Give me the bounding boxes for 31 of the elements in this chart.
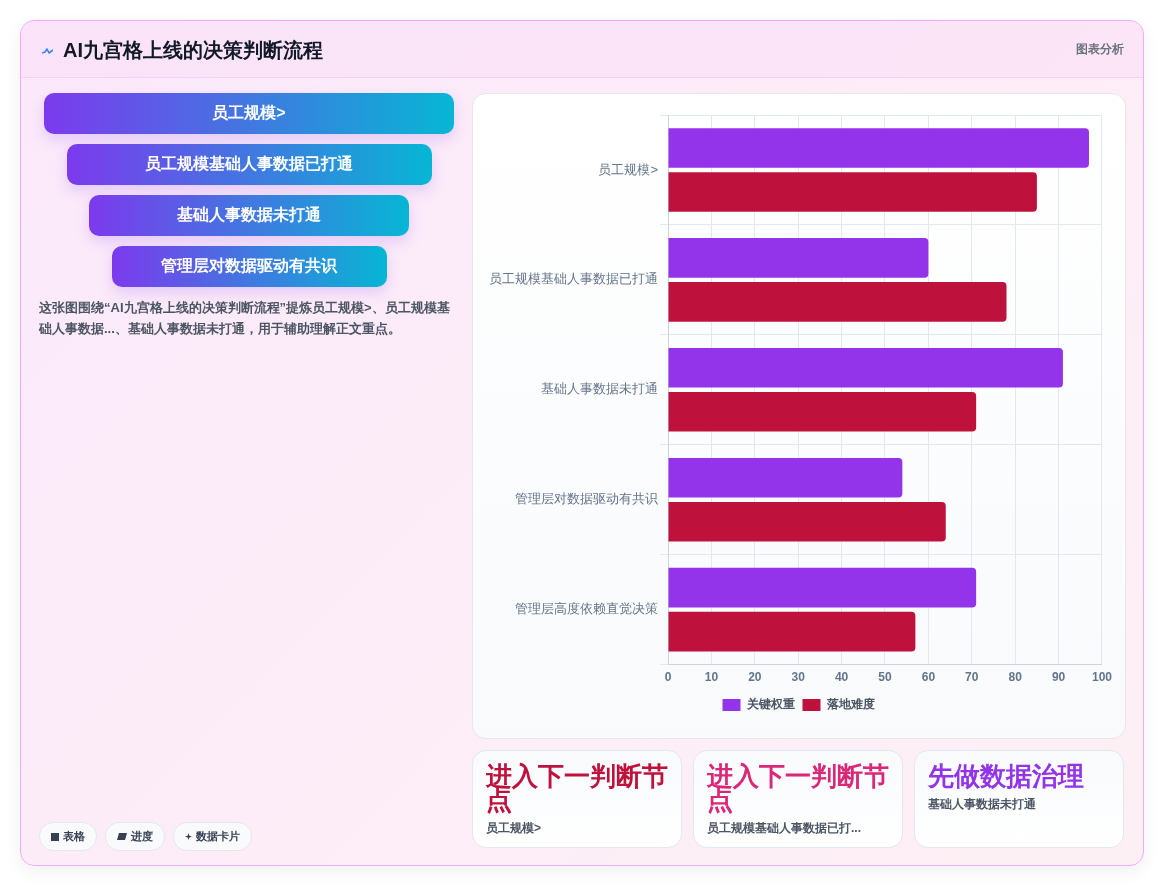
text: 员工规模基础人事数据已打... <box>707 820 862 836</box>
x-tick-label: 30 <box>791 670 806 685</box>
text: 图表分析 <box>1076 41 1124 58</box>
text: AI九宫格上线的决策判断流程 <box>63 38 323 63</box>
category-label: 员工规模> <box>44 93 454 134</box>
x-tick-label: 70 <box>965 670 979 685</box>
text: 这张图围绕“AI九宫格上线的决策判断流程”提炼员工规模>、员工规模基础人事数据...、基础人事数据未打通，用于辅助理解正文重点。 <box>39 299 451 338</box>
x-tick-label: 100 <box>1091 670 1113 685</box>
y-tick-label: 基础人事数据未打通 <box>541 381 658 397</box>
x-tick-label: 10 <box>704 670 719 685</box>
legend-label: 落地难度 <box>825 697 875 712</box>
category-label: 管理层对数据驱动有共识 <box>111 246 387 287</box>
text: 进入下一判断节点 <box>486 761 668 815</box>
text: 进入下一判断节点 <box>707 761 889 815</box>
y-tick-label: 管理层高度依赖直觉决策 <box>515 601 658 617</box>
y-tick-label: 员工规模> <box>598 161 658 177</box>
category-label: 员工规模基础人事数据已打通 <box>66 144 432 185</box>
x-tick-label: 60 <box>921 670 936 685</box>
x-tick-label: 40 <box>834 670 849 685</box>
x-tick-label: 90 <box>1051 670 1066 685</box>
x-tick-label: 0 <box>664 670 672 685</box>
text: 先做数据治理 <box>928 761 1085 791</box>
y-tick-label: 管理层对数据驱动有共识 <box>515 491 658 507</box>
y-tick-label: 员工规模基础人事数据已打通 <box>489 271 658 287</box>
text: 员工规模> <box>486 820 542 836</box>
x-tick-label: 80 <box>1008 670 1023 685</box>
category-label: 基础人事数据未打通 <box>89 195 409 236</box>
x-tick-label: 20 <box>748 670 762 685</box>
legend-label: 关键权重 <box>745 697 795 712</box>
text: 基础人事数据未打通 <box>928 796 1037 812</box>
x-tick-label: 50 <box>878 670 892 685</box>
